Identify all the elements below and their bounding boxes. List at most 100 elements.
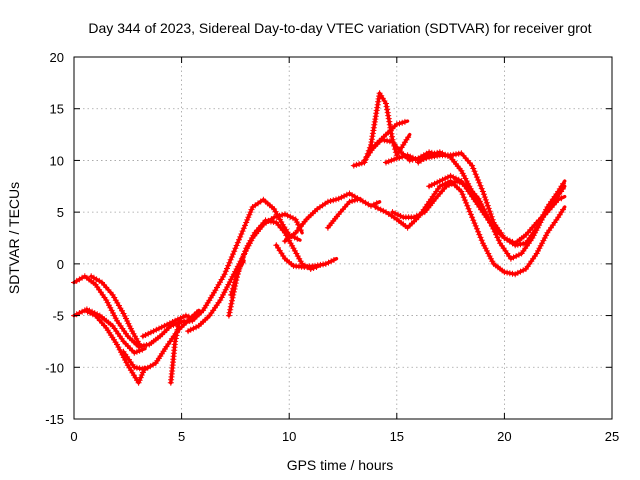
data-point-markers [314,200,329,212]
data-point-markers [109,291,125,314]
data-point-markers [490,260,506,274]
data-point-markers [415,201,431,221]
y-tick-label: 15 [50,102,64,117]
data-point-markers [393,118,408,128]
data-point-markers [426,149,441,159]
data-point-markers [249,198,264,210]
data-point-markers [182,312,195,321]
data-point-markers [243,206,255,226]
data-point-markers [157,325,172,340]
data-point-markers [161,319,176,329]
data-point-markers [81,273,97,286]
data-point-markers [210,273,227,296]
data-point-markers [447,178,463,193]
data-point-markers [131,346,146,356]
data-point-markers [458,178,474,197]
data-point-markers [81,307,96,318]
data-point-markers [273,242,287,259]
data-point-markers [389,209,404,219]
y-tick-label: -5 [52,309,64,324]
data-point-markers [436,174,451,185]
data-point-markers [458,150,473,167]
data-point-markers [335,201,351,218]
data-point-markers [368,200,380,209]
series-sat-b [71,307,147,386]
data-point-markers [88,273,103,284]
data-point-markers [292,218,308,236]
y-tick-labels: -15 -10 -5 0 5 10 15 20 [45,50,64,427]
y-tick-label: 5 [57,205,64,220]
data-point-markers [447,154,463,172]
data-point-markers [281,255,295,268]
data-point-markers [544,216,560,236]
data-point-markers [142,361,157,373]
series-sat-j [228,259,246,298]
chart-title: Day 344 of 2023, Sidereal Day-to-day VTE… [88,20,591,36]
data-point-markers [217,279,233,304]
series-sat-g [167,319,182,386]
data-point-markers [469,214,485,244]
data-point-markers [206,299,222,319]
data-point-markers [400,134,412,148]
data-point-markers [346,196,361,205]
data-point-markers [383,123,398,138]
data-point-markers [322,257,337,267]
data-point-markers [146,334,161,348]
series-sat-d [88,273,143,349]
data-point-markers [533,211,549,226]
data-point-markers [555,195,565,203]
data-point-markers [120,348,136,368]
data-point-markers [522,253,538,272]
series-sat-c [83,306,147,356]
data-point-markers [518,237,534,257]
data-point-markers [150,324,165,335]
data-point-markers [555,206,566,221]
data-point-markers [335,191,350,202]
data-point-markers [501,235,516,245]
data-point-markers [273,219,286,234]
data-point-markers [290,245,304,265]
data-point-markers [436,179,451,190]
data-point-markers [200,292,216,314]
x-tick-label: 25 [605,429,619,444]
series-sat-t [426,172,567,247]
data-point-markers [497,240,513,260]
data-point-markers [281,231,297,245]
data-point-markers [507,251,522,262]
data-point-markers [404,216,420,231]
data-point-markers [251,219,267,236]
x-tick-label: 5 [178,429,185,444]
series-sat-l [281,190,382,245]
data-point-markers [271,212,286,221]
data-point-markers [376,90,388,104]
data-point-markers [426,179,441,190]
x-tick-labels: 0 5 10 15 20 25 [70,429,619,444]
data-point-markers [324,196,339,205]
data-point-markers [426,185,441,205]
data-point-markers [228,279,238,298]
data-point-markers [415,154,430,166]
data-point-markers [109,322,125,342]
data-point-markers [404,152,419,163]
data-point-markers [522,222,538,238]
data-point-markers [350,160,365,169]
x-tick-label: 20 [497,429,511,444]
data-point-markers [436,149,451,159]
series-sat-s [372,178,567,278]
data-point-markers [99,279,114,296]
data-point-markers [172,320,182,345]
data-point-markers [479,188,496,223]
data-point-markers [96,312,114,328]
data-point-markers [120,310,134,332]
y-tick-label: 0 [57,257,64,272]
data-point-markers [232,222,248,252]
series-sat-k [273,242,339,270]
data-point-markers [383,156,398,166]
data-point-markers [383,209,398,221]
data-point-markers [221,248,238,278]
data-point-markers [479,209,495,229]
axis-ticks [73,56,613,420]
data-point-markers [512,267,527,278]
data-point-markers [92,281,108,301]
